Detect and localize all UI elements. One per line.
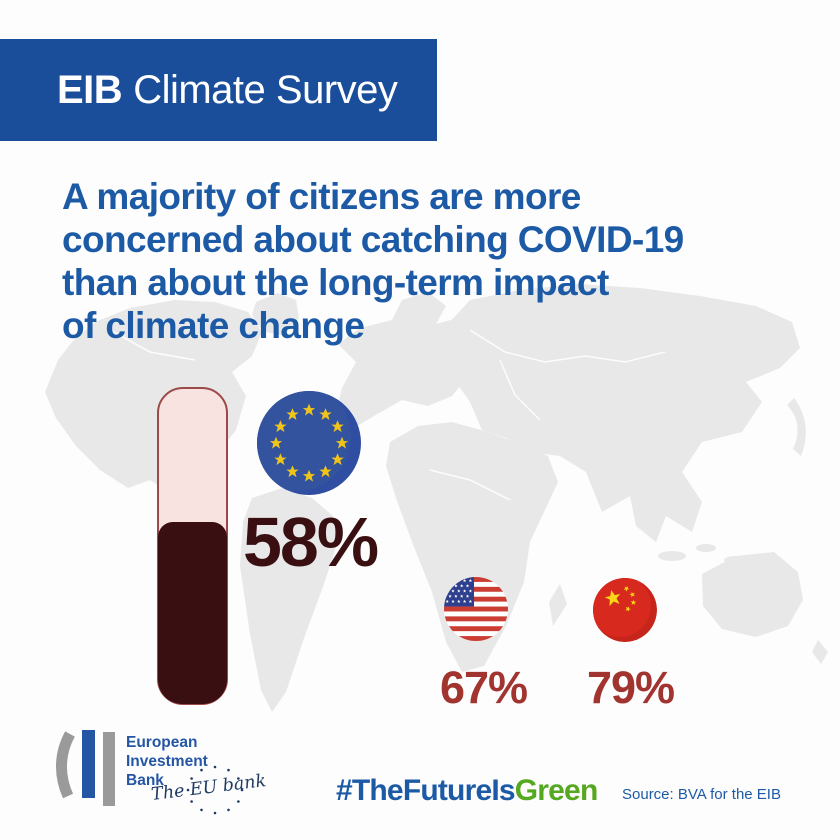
source-credit: Source: BVA for the EIB	[622, 786, 781, 803]
thermometer-tube	[157, 387, 228, 705]
eib-logo-blue-bar	[82, 730, 95, 798]
brand-name: EIB	[57, 67, 123, 112]
eib-logo: European Investment Bank The EU bank	[56, 730, 267, 815]
banner-title: Climate Survey	[133, 67, 398, 112]
eib-logo-text-line: Bank	[126, 772, 164, 789]
hashtag-suffix: Green	[514, 774, 599, 807]
hashtag-prefix: #TheFutureIs	[336, 774, 516, 807]
thermometer-fill	[158, 521, 227, 704]
header-banner: EIB Climate Survey	[0, 39, 437, 141]
eib-logo-gray-bar	[103, 732, 115, 806]
china-percentage: 79%	[587, 662, 675, 713]
hashtag: #TheFutureIsGreen	[336, 774, 599, 808]
us-percentage: 67%	[440, 662, 528, 713]
eib-logo-text-line: European	[126, 734, 197, 751]
us-flag-icon	[444, 577, 508, 641]
eu-flag-icon	[257, 391, 361, 495]
eib-logo-stars	[186, 765, 244, 815]
eib-logo-text-line: Investment	[126, 753, 208, 770]
china-flag-icon	[593, 578, 657, 642]
headline-line: of climate change	[62, 304, 365, 346]
eu-percentage: 58%	[243, 503, 379, 581]
headline-line: than about the long-term impact	[62, 261, 609, 303]
headline: A majority of citizens are more concerne…	[62, 176, 742, 348]
eib-logo-tagline: The EU bank	[150, 771, 267, 805]
eib-logo-curve	[56, 731, 75, 799]
headline-line: concerned about catching COVID-19	[62, 218, 684, 260]
headline-line: A majority of citizens are more	[62, 176, 581, 217]
